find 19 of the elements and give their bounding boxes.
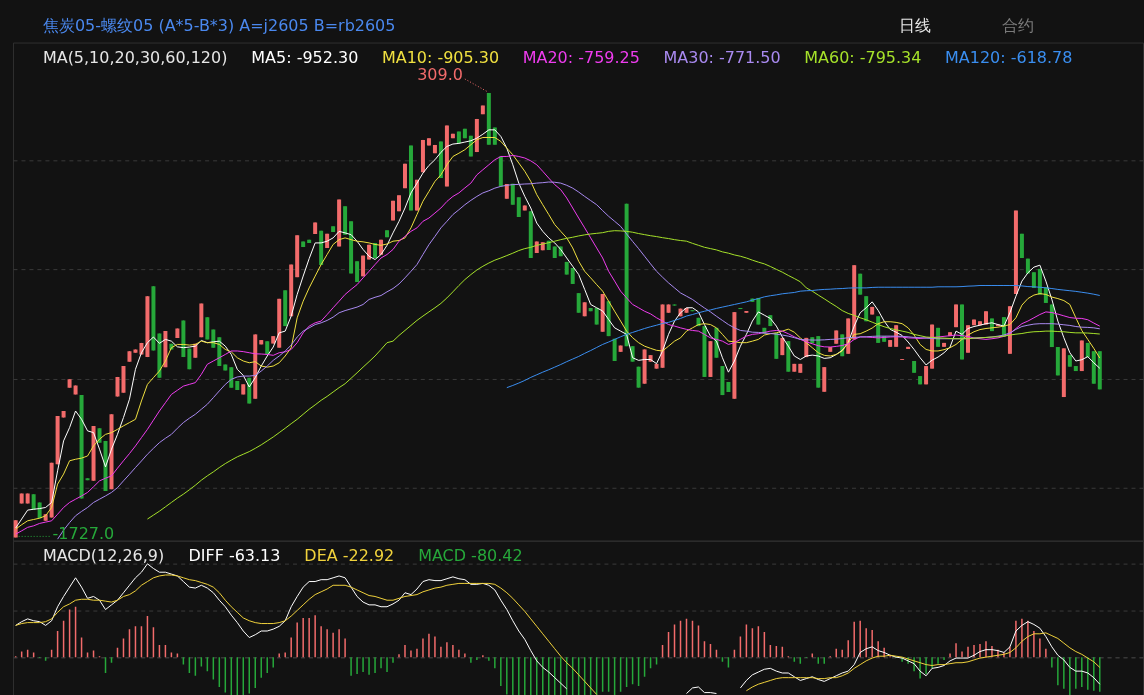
candlestick [355, 260, 360, 283]
candlestick [516, 196, 521, 218]
text: MA5: -952.30 [251, 47, 359, 67]
text: MA20: -759.25 [522, 47, 640, 67]
text: MA30: -771.50 [663, 47, 781, 67]
series-label: DIFF -63.13 [188, 545, 281, 565]
text: MA120: -618.78 [945, 47, 1073, 67]
legend-title: MACD(12,26,9) [42, 545, 165, 565]
legend-title: MA(5,10,20,30,60,120) [42, 47, 228, 67]
series-label: DEA -22.92 [304, 545, 395, 565]
chart-title: 焦炭05-螺纹05 (A*5-B*3) A=j2605 B=rb2605 [42, 15, 396, 35]
text: MA10: -905.30 [381, 47, 500, 67]
candlestick [576, 292, 581, 314]
candlestick [229, 366, 234, 389]
text: 日线 [899, 15, 932, 35]
text: 合约 [1002, 15, 1035, 35]
annotation: 309.0 [417, 64, 463, 84]
text: MACD -80.42 [418, 545, 523, 565]
text: MA60: -795.34 [804, 47, 922, 67]
